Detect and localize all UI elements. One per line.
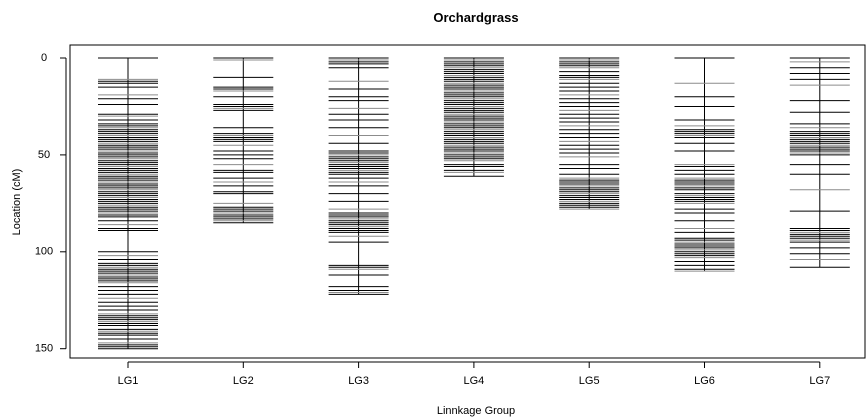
linkage-group-lg2 — [213, 57, 274, 224]
x-axis-label: Linnkage Group — [437, 405, 515, 417]
y-tick-label: 0 — [41, 52, 47, 64]
x-tick-label: LG3 — [348, 375, 369, 387]
y-tick-label: 100 — [35, 246, 53, 258]
y-tick-label: 150 — [35, 343, 53, 355]
x-tick-label: LG4 — [464, 375, 485, 387]
linkage-group-lg3 — [328, 57, 389, 295]
x-tick-label: LG7 — [809, 375, 830, 387]
x-tick-label: LG2 — [233, 375, 254, 387]
linkage-group-lg1 — [98, 57, 158, 350]
y-tick-label: 50 — [38, 149, 50, 161]
chart-title: Orchardgrass — [433, 10, 518, 25]
x-tick-label: LG6 — [694, 375, 715, 387]
x-axis: LG1 LG2 LG3 LG4 LG5 LG6 LG7 — [118, 361, 830, 387]
y-axis-label: Location (cM) — [11, 169, 23, 236]
linkage-group-lg6 — [674, 57, 735, 272]
linkage-group-lg5 — [559, 57, 620, 210]
linkage-groups — [98, 57, 850, 350]
y-axis: 0 50 100 150 — [35, 52, 67, 355]
plot-frame — [69, 44, 866, 359]
linkage-group-lg7 — [789, 57, 850, 268]
linkage-group-lg4 — [443, 57, 504, 177]
x-tick-label: LG5 — [579, 375, 600, 387]
x-tick-label: LG1 — [118, 375, 139, 387]
